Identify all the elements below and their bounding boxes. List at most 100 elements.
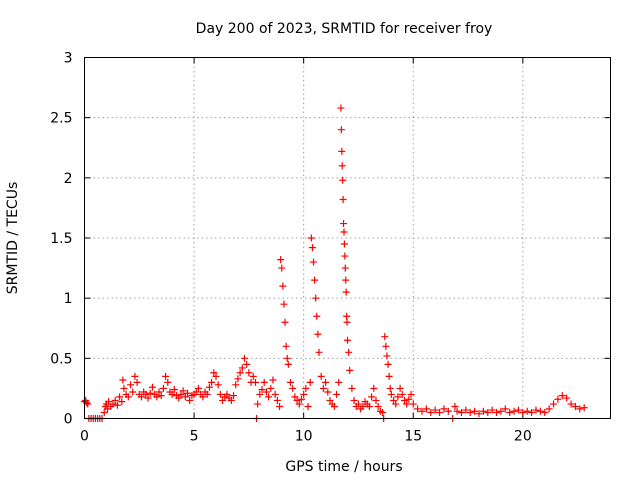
data-point	[142, 390, 150, 398]
data-point	[100, 408, 108, 416]
data-point	[293, 396, 301, 404]
data-point	[118, 398, 126, 406]
data-point	[343, 312, 351, 320]
data-point	[208, 378, 216, 386]
x-tick-label: 0	[80, 429, 89, 445]
data-point	[317, 372, 325, 380]
data-point	[170, 386, 178, 394]
data-point	[295, 400, 303, 408]
data-point	[144, 394, 152, 402]
data-point	[341, 252, 349, 260]
data-point	[532, 406, 540, 414]
data-point	[528, 408, 536, 416]
data-point	[381, 333, 389, 341]
data-point	[558, 392, 566, 400]
data-point	[431, 406, 439, 414]
data-point	[310, 258, 318, 266]
data-point	[219, 396, 227, 404]
data-point	[368, 393, 376, 401]
data-point	[354, 400, 362, 408]
data-point	[550, 400, 558, 408]
x-tick-label: 15	[404, 429, 422, 445]
data-point	[289, 384, 297, 392]
data-point	[120, 384, 128, 392]
data-point	[312, 294, 320, 302]
data-point	[341, 264, 349, 272]
data-point	[308, 244, 316, 252]
data-point	[212, 372, 220, 380]
data-point	[398, 390, 406, 398]
data-point	[223, 390, 231, 398]
chart-title: Day 200 of 2023, SRMTID for receiver fro…	[196, 21, 493, 37]
data-point	[243, 360, 251, 368]
data-point	[199, 393, 207, 401]
data-point	[342, 276, 350, 284]
data-point	[155, 388, 163, 396]
data-point	[510, 407, 518, 415]
data-point	[210, 369, 218, 377]
data-point	[131, 372, 139, 380]
data-point	[265, 393, 273, 401]
data-point	[523, 407, 531, 415]
data-point	[343, 318, 351, 326]
data-point	[576, 405, 584, 413]
data-point	[146, 389, 154, 397]
data-point	[304, 402, 312, 410]
data-point	[184, 389, 192, 397]
data-point	[251, 378, 259, 386]
data-point	[245, 369, 253, 377]
data-point	[418, 407, 426, 415]
data-point	[287, 378, 295, 386]
data-point	[203, 390, 211, 398]
data-point	[232, 381, 240, 389]
data-point	[337, 126, 345, 134]
data-point	[283, 354, 291, 362]
data-point	[444, 407, 452, 415]
data-point	[333, 390, 341, 398]
data-point	[545, 405, 553, 413]
data-point	[105, 398, 113, 406]
data-point	[466, 408, 474, 416]
data-point	[278, 264, 286, 272]
data-point	[506, 408, 514, 416]
data-point	[256, 390, 264, 398]
data-point	[382, 342, 390, 350]
data-point	[192, 388, 200, 396]
y-tick-label: 3	[64, 51, 73, 67]
data-point	[307, 234, 315, 242]
data-point	[370, 384, 378, 392]
y-axis-label: SRMTID / TECUs	[5, 182, 21, 295]
data-point	[271, 390, 279, 398]
data-point	[234, 375, 242, 383]
data-point	[409, 400, 417, 408]
data-point	[127, 381, 135, 389]
data-point	[279, 282, 287, 290]
data-point	[313, 312, 321, 320]
data-point	[394, 393, 402, 401]
data-point	[372, 396, 380, 404]
data-point	[475, 410, 483, 418]
data-series-srmtid	[81, 104, 588, 422]
data-point	[405, 395, 413, 403]
data-point	[133, 378, 141, 386]
data-point	[157, 392, 165, 400]
data-point	[374, 402, 382, 410]
data-point	[392, 400, 400, 408]
data-point	[471, 407, 479, 415]
data-point	[484, 408, 492, 416]
data-point	[479, 407, 487, 415]
x-tick-label: 5	[190, 429, 199, 445]
data-point	[563, 394, 571, 402]
data-point	[116, 393, 124, 401]
data-point	[249, 372, 257, 380]
data-point	[414, 405, 422, 413]
data-point	[339, 176, 347, 184]
data-point	[282, 342, 290, 350]
data-point	[359, 402, 367, 410]
data-point	[580, 404, 588, 412]
data-point	[129, 388, 137, 396]
data-point	[339, 195, 347, 203]
data-point	[153, 393, 161, 401]
data-point	[260, 378, 268, 386]
